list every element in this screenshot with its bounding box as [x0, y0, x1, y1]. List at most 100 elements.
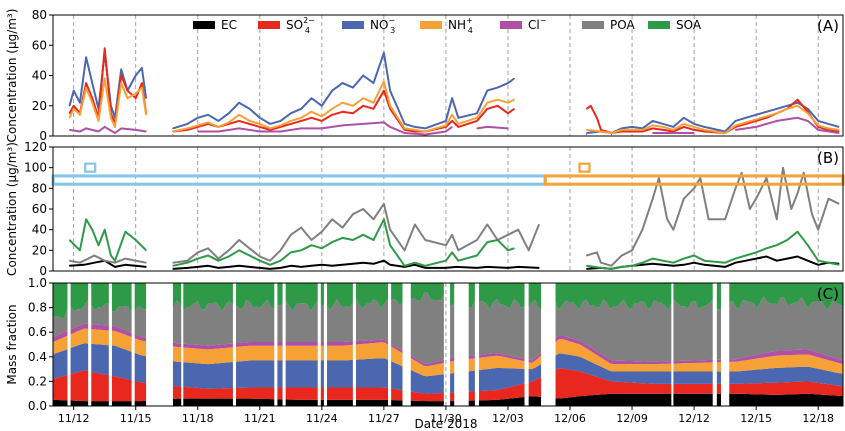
data-point-SO4 [352, 112, 354, 114]
y-axis-label: Mass fraction [5, 304, 19, 384]
data-point-Cl [300, 127, 302, 129]
data-point-SO4 [600, 129, 602, 131]
data-point-SOA [414, 262, 416, 264]
area-NH4 [320, 345, 324, 361]
y-tick-label: 60 [32, 202, 47, 216]
area-SOA [716, 283, 721, 311]
data-point-SO4 [641, 130, 644, 133]
data-point-POA [383, 203, 385, 205]
data-point-POA [672, 229, 675, 231]
data-point-NH4 [104, 77, 106, 80]
data-point-NH4 [445, 124, 447, 126]
area-NO3 [236, 360, 275, 388]
data-point-NH4 [300, 117, 302, 119]
area-POA [134, 306, 147, 338]
data-point-NH4 [141, 87, 143, 89]
data-point-SO4 [631, 130, 633, 133]
area-EC [236, 398, 275, 406]
area-SO4 [391, 388, 403, 401]
data-point-NH4 [186, 127, 188, 129]
area-SO4 [327, 387, 353, 400]
data-point-POA [124, 258, 126, 260]
data-point-NH4 [248, 120, 251, 122]
area-Cl [555, 335, 672, 365]
data-point-POA [741, 172, 743, 174]
data-point-NO3 [217, 120, 219, 122]
data-point-POA [790, 208, 792, 210]
area-NH4 [277, 345, 283, 361]
data-point-POA [586, 254, 588, 257]
data-point-POA [538, 223, 540, 226]
data-point-NH4 [228, 121, 230, 123]
data-point-NH4 [404, 127, 406, 129]
data-point-SOA [259, 260, 261, 262]
data-point-Cl [321, 127, 323, 129]
data-point-NH4 [497, 99, 499, 101]
data-point-POA [362, 208, 364, 210]
panel-frame [52, 14, 844, 137]
data-point-EC [662, 264, 664, 266]
data-point-POA [135, 260, 137, 262]
area-NO3 [285, 360, 318, 388]
area-NH4 [285, 345, 318, 361]
data-point-Cl [807, 120, 809, 122]
data-point-Cl [817, 129, 819, 131]
period-band [51, 174, 547, 186]
data-point-NH4 [507, 102, 509, 104]
legend-label-NH4: NH+ 4 [448, 16, 473, 35]
data-point-SO4 [269, 129, 271, 131]
data-point-EC [321, 264, 323, 266]
data-point-NH4 [389, 105, 391, 107]
data-point-NO3 [513, 77, 515, 80]
data-point-NH4 [97, 120, 100, 122]
y-tick-label: 0.4 [28, 350, 47, 364]
area-NH4 [134, 338, 147, 357]
data-point-SO4 [290, 123, 292, 125]
data-point-SOA [755, 251, 757, 253]
data-point-SOA [97, 244, 100, 246]
area-EC [327, 399, 353, 406]
series-line-POA [69, 166, 840, 267]
data-point-POA [827, 198, 830, 200]
data-point-Cl [85, 127, 87, 129]
data-point-Cl [652, 132, 654, 134]
data-point-NH4 [600, 130, 602, 133]
data-point-NO3 [259, 117, 261, 119]
data-point-SOA [135, 239, 137, 241]
y-tick-label: 100 [24, 161, 47, 175]
data-point-POA [517, 229, 519, 231]
data-point-NO3 [197, 117, 199, 119]
data-point-SOA [838, 264, 840, 266]
legend-label-POA: POA [610, 18, 635, 32]
data-point-NO3 [68, 105, 71, 107]
data-point-NH4 [765, 115, 768, 117]
data-point-SOA [724, 262, 726, 264]
data-point-EC [290, 265, 292, 267]
data-point-NH4 [424, 130, 426, 133]
data-point-Cl [259, 130, 261, 133]
data-point-NH4 [724, 132, 726, 134]
data-point-Cl [586, 133, 588, 136]
x-tick-label: 12/18 [802, 412, 834, 425]
x-tick-label: 12/12 [678, 412, 710, 425]
data-point-SOA [683, 258, 685, 260]
data-point-EC [124, 264, 126, 266]
legend-label-SOA: SOA [676, 18, 702, 32]
data-point-POA [596, 251, 598, 253]
data-point-NH4 [703, 129, 706, 131]
data-point-POA [796, 192, 799, 195]
data-point-EC [217, 267, 219, 269]
area-Cl [410, 355, 444, 367]
area-SO4 [729, 381, 843, 397]
area-NH4 [391, 346, 403, 367]
area-NH4 [91, 329, 109, 346]
legend-swatch-SO4 [258, 21, 280, 29]
data-point-SOA [445, 260, 447, 262]
data-point-SOA [372, 239, 375, 241]
data-point-SO4 [383, 90, 385, 92]
data-point-NO3 [389, 90, 391, 92]
data-point-EC [68, 265, 71, 267]
data-point-NH4 [838, 129, 840, 131]
data-point-EC [186, 267, 188, 269]
data-point-Cl [383, 121, 385, 123]
